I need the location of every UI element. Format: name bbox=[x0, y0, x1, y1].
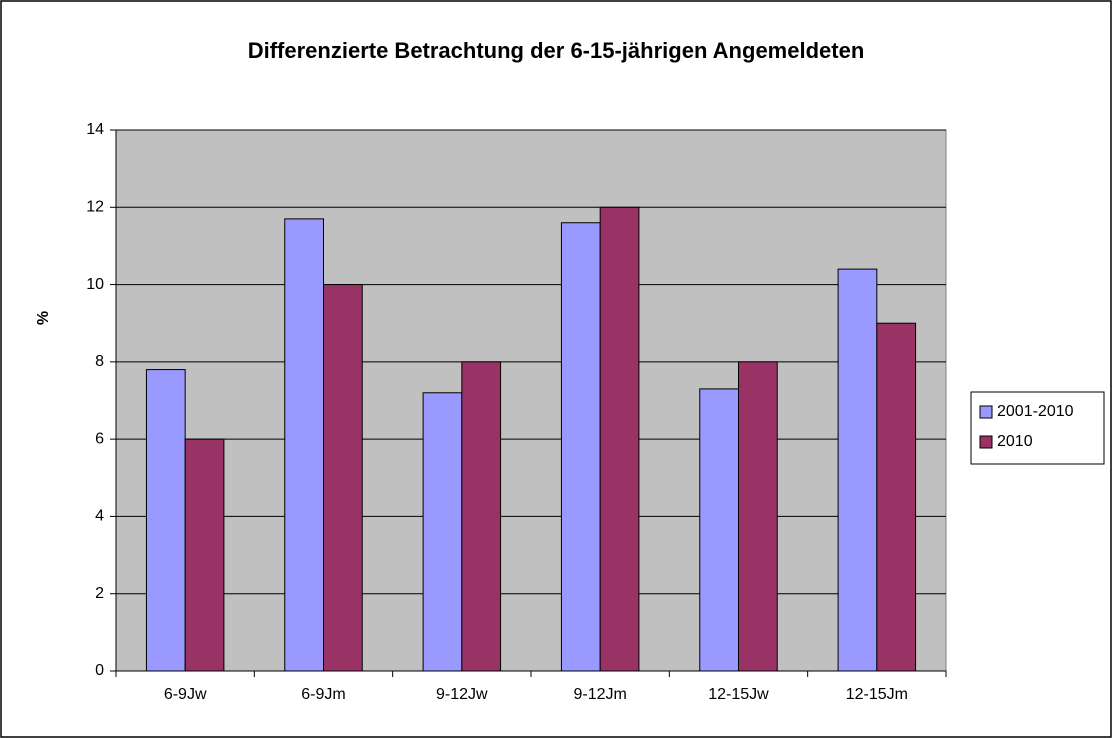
legend-box bbox=[970, 391, 1105, 465]
x-tick-label: 9-12Jw bbox=[436, 686, 488, 703]
legend-swatch bbox=[979, 405, 993, 419]
legend-label: 2010 bbox=[997, 433, 1033, 450]
y-tick-label: 6 bbox=[95, 430, 104, 447]
bar bbox=[599, 206, 640, 672]
bar bbox=[145, 369, 186, 672]
bar bbox=[560, 222, 601, 672]
x-tick-label: 6-9Jw bbox=[164, 686, 207, 703]
chart-title: Differenzierte Betrachtung der 6-15-jähr… bbox=[248, 38, 865, 63]
plot-area bbox=[115, 129, 947, 672]
y-tick-label: 12 bbox=[86, 199, 104, 216]
y-axis-label: % bbox=[35, 311, 52, 325]
x-tick-label: 12-15Jw bbox=[708, 686, 769, 703]
y-tick-label: 8 bbox=[95, 353, 104, 370]
bar bbox=[876, 322, 917, 672]
legend-label: 2001-2010 bbox=[997, 403, 1074, 420]
bar bbox=[461, 361, 502, 672]
x-tick-label: 9-12Jm bbox=[573, 686, 626, 703]
bar bbox=[284, 218, 324, 672]
y-tick-label: 4 bbox=[95, 508, 104, 525]
legend-swatch bbox=[979, 435, 993, 449]
bar bbox=[837, 268, 878, 672]
bar bbox=[422, 392, 463, 672]
bar bbox=[699, 388, 739, 672]
bar bbox=[184, 438, 225, 672]
x-tick-label: 12-15Jm bbox=[846, 686, 908, 703]
y-tick-label: 0 bbox=[95, 662, 104, 679]
y-tick-label: 10 bbox=[86, 276, 104, 293]
bar bbox=[738, 361, 778, 672]
bar bbox=[323, 284, 363, 672]
y-tick-label: 2 bbox=[95, 585, 104, 602]
y-tick-label: 14 bbox=[86, 121, 104, 138]
x-tick-label: 6-9Jm bbox=[301, 686, 345, 703]
